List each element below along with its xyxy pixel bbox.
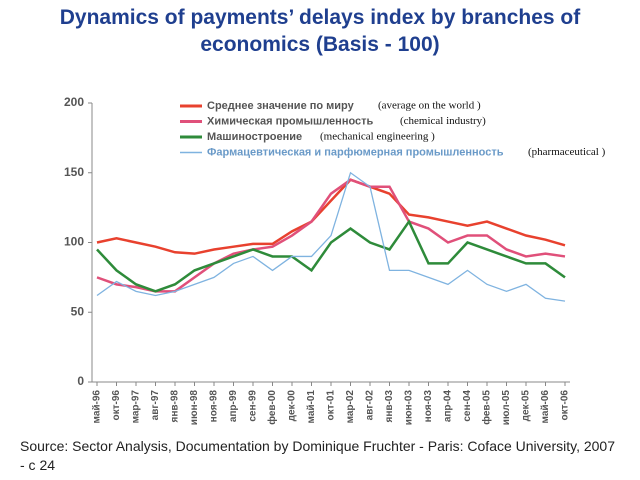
- annotation: (pharmaceutical ): [528, 146, 606, 158]
- annotation: (mechanical engineering ): [320, 131, 435, 143]
- x-tick-label: янв-03: [384, 390, 395, 423]
- x-tick-label: июл-05: [501, 390, 512, 426]
- legend-label: Машиностроение: [207, 131, 302, 143]
- x-tick-label: дек-00: [287, 390, 298, 422]
- legend-label: Химическая промышленность: [207, 115, 374, 127]
- legend-label: Фармацевтическая и парфюмерная промышлен…: [207, 146, 504, 158]
- legend-label: Среднее значение по миру: [207, 100, 355, 112]
- x-tick-label: авг-97: [150, 390, 161, 421]
- x-tick-label: май-01: [306, 390, 317, 424]
- x-tick-label: окт-96: [111, 390, 122, 421]
- x-tick-label: окт-01: [326, 390, 337, 421]
- x-tick-label: мар-97: [131, 390, 142, 424]
- annotation: (average on the world ): [378, 100, 481, 112]
- x-tick-label: фев-00: [266, 390, 278, 425]
- x-tick-label: авг-02: [365, 390, 376, 421]
- x-tick-label: ноя-03: [423, 390, 434, 423]
- source: Source: Sector Analysis, Documentation b…: [20, 438, 615, 473]
- series-line: [96, 219, 566, 293]
- chart-title: Dynamics of payments’ delays index by br…: [59, 6, 581, 56]
- y-tick-label: 150: [64, 165, 84, 179]
- x-tick-label: апр-99: [228, 390, 239, 423]
- annotation: (chemical industry): [400, 115, 486, 127]
- y-tick-label: 100: [64, 235, 84, 249]
- x-tick-label: июн-98: [189, 390, 200, 426]
- x-tick-label: апр-04: [443, 390, 454, 423]
- x-tick-label: фев-05: [481, 390, 493, 425]
- x-tick-label: янв-98: [170, 390, 181, 423]
- y-tick-label: 0: [77, 374, 84, 388]
- x-tick-label: май-96: [92, 390, 103, 424]
- series-line: [96, 171, 566, 302]
- series-line: [96, 178, 566, 255]
- y-tick-label: 200: [64, 95, 84, 109]
- x-tick-label: окт-06: [560, 390, 571, 421]
- x-tick-label: май-06: [540, 390, 551, 424]
- x-tick-label: июн-03: [404, 390, 415, 426]
- x-tick-label: дек-05: [521, 390, 532, 422]
- x-tick-label: ноя-98: [209, 390, 220, 423]
- x-tick-label: сен-99: [248, 390, 259, 422]
- x-tick-label: сен-04: [462, 390, 473, 422]
- x-tick-label: мар-02: [345, 390, 356, 424]
- y-tick-label: 50: [71, 304, 85, 318]
